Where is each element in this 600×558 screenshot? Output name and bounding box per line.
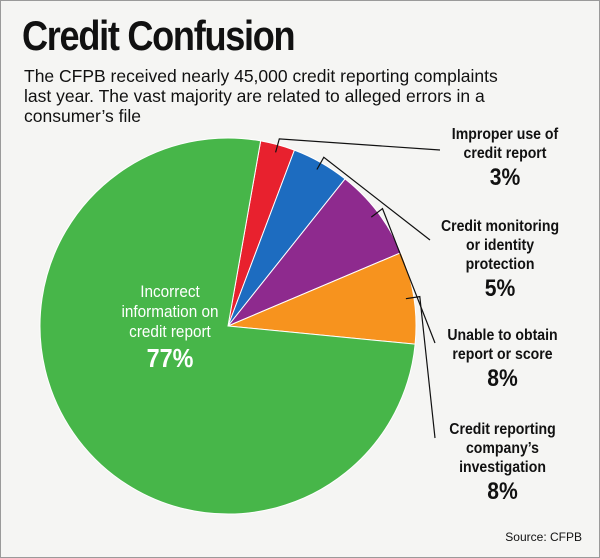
subtitle-line: consumer’s file [24,106,142,126]
slice-label-line: Credit reporting [449,421,556,438]
subtitle-line: The CFPB received nearly 45,000 credit r… [24,66,498,86]
source-note: Source: CFPB [505,530,582,544]
slice-label-line: company’s [465,440,540,457]
slice-label-line: Incorrect [140,282,200,301]
slice-label-line: or identity [465,237,535,254]
slice-value: 8% [487,478,518,505]
slice-label-line: Improper use of [451,126,559,143]
slice-value: 3% [489,164,521,191]
slice-value: 5% [484,275,516,302]
leader-line-unable-to-obtain [370,207,436,344]
leader-line-credit-monitoring [316,156,431,241]
slice-value: 77% [146,343,194,373]
slice-label-line: Unable to obtain [447,327,558,344]
chart-title: Credit Confusion [22,12,296,59]
slice-label-line: information on [121,302,219,321]
chart-subtitle: The CFPB received nearly 45,000 credit r… [24,66,584,126]
slice-label-incorrect-information: Incorrect information on credit report 7… [71,282,269,374]
pie-slice-incorrect-information [39,137,416,515]
slice-label-line: report or score [452,346,553,363]
leader-line-reporting-investigation [405,295,436,439]
slice-label-line: credit report [463,145,547,162]
slice-label-improper-use: Improper use of credit report 3% [430,125,580,193]
leader-line-improper-use [275,138,441,153]
slice-label-line: credit report [129,322,211,341]
slice-label-line: Credit monitoring [440,218,560,235]
slice-label-reporting-investigation: Credit reporting company’s investigation… [426,420,580,507]
slice-label-credit-monitoring: Credit monitoring or identity protection… [421,217,579,304]
slice-value: 8% [487,365,518,392]
slice-label-line: investigation [459,459,546,476]
slice-label-unable-to-obtain: Unable to obtain report or score 8% [426,326,580,394]
subtitle-line: last year. The vast majority are related… [24,86,485,106]
slice-label-line: protection [465,256,535,273]
